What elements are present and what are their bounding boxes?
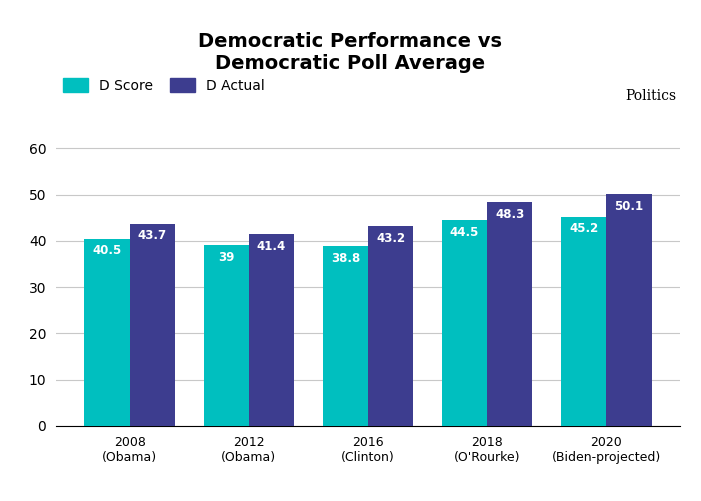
Bar <box>322 246 368 426</box>
Bar <box>487 202 533 426</box>
Bar <box>368 226 414 426</box>
Text: 44.5: 44.5 <box>450 225 479 238</box>
Text: 50.1: 50.1 <box>614 200 644 213</box>
Bar <box>130 224 175 426</box>
Bar <box>203 245 249 426</box>
Bar <box>84 238 130 426</box>
Text: 39: 39 <box>218 251 234 264</box>
Text: 43.7: 43.7 <box>138 229 167 242</box>
Bar <box>561 217 606 426</box>
Text: 45.2: 45.2 <box>569 222 599 235</box>
Text: 48.3: 48.3 <box>495 208 524 221</box>
Text: RealClear: RealClear <box>498 89 571 102</box>
Legend: D Score, D Actual: D Score, D Actual <box>63 78 265 93</box>
Text: 41.4: 41.4 <box>257 240 286 253</box>
Text: Democratic Performance vs
Democratic Poll Average: Democratic Performance vs Democratic Pol… <box>198 32 503 73</box>
Text: 43.2: 43.2 <box>376 231 405 244</box>
Text: 38.8: 38.8 <box>331 252 360 265</box>
Bar <box>442 220 487 426</box>
Bar <box>606 194 652 426</box>
Bar <box>249 234 294 426</box>
Text: Politics: Politics <box>625 89 676 103</box>
Text: 40.5: 40.5 <box>93 244 122 257</box>
